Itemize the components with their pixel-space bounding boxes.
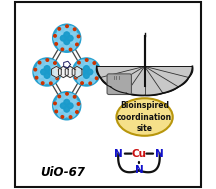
Circle shape	[87, 69, 93, 75]
Circle shape	[77, 103, 80, 105]
Circle shape	[61, 48, 64, 51]
Text: Bioinspired
coordination
site: Bioinspired coordination site	[117, 101, 172, 133]
Circle shape	[84, 60, 96, 71]
Text: N: N	[155, 149, 164, 159]
Circle shape	[56, 77, 59, 80]
Circle shape	[76, 43, 78, 46]
Circle shape	[75, 76, 77, 79]
Circle shape	[38, 73, 49, 84]
Polygon shape	[65, 66, 75, 78]
Circle shape	[76, 111, 78, 113]
Circle shape	[45, 60, 56, 71]
Circle shape	[55, 110, 57, 113]
Circle shape	[68, 33, 80, 44]
Text: Cu: Cu	[132, 149, 146, 159]
Circle shape	[60, 103, 66, 108]
Circle shape	[97, 69, 100, 71]
Circle shape	[64, 106, 70, 112]
Text: UiO-67: UiO-67	[41, 166, 85, 179]
FancyBboxPatch shape	[107, 74, 132, 94]
Circle shape	[55, 43, 57, 45]
Circle shape	[60, 35, 66, 41]
Circle shape	[73, 28, 76, 30]
Circle shape	[45, 73, 56, 84]
Circle shape	[53, 92, 81, 120]
Circle shape	[61, 116, 64, 118]
Circle shape	[58, 28, 60, 30]
Circle shape	[93, 62, 96, 64]
Circle shape	[57, 26, 69, 37]
Circle shape	[49, 66, 60, 78]
Circle shape	[44, 66, 50, 71]
Circle shape	[54, 102, 56, 105]
Circle shape	[50, 82, 52, 85]
Circle shape	[77, 73, 88, 84]
Circle shape	[64, 99, 70, 105]
Circle shape	[78, 61, 80, 64]
Circle shape	[65, 106, 76, 118]
Circle shape	[84, 73, 89, 78]
Text: N: N	[114, 149, 123, 159]
Circle shape	[65, 26, 76, 37]
Circle shape	[67, 103, 73, 108]
Circle shape	[84, 73, 96, 84]
Circle shape	[80, 69, 86, 75]
Text: N: N	[135, 166, 143, 175]
Circle shape	[33, 58, 61, 86]
Circle shape	[35, 76, 38, 79]
Circle shape	[73, 95, 76, 98]
Ellipse shape	[116, 98, 173, 136]
Circle shape	[53, 24, 81, 52]
Circle shape	[58, 95, 60, 98]
Circle shape	[95, 77, 98, 80]
Circle shape	[65, 94, 76, 105]
Circle shape	[86, 59, 88, 61]
Circle shape	[38, 61, 41, 64]
Circle shape	[38, 60, 49, 71]
Circle shape	[77, 60, 88, 71]
Circle shape	[65, 39, 76, 50]
Circle shape	[73, 68, 76, 71]
Circle shape	[69, 116, 72, 118]
Circle shape	[81, 82, 83, 84]
Circle shape	[34, 68, 37, 71]
Circle shape	[67, 35, 73, 41]
Polygon shape	[97, 66, 192, 95]
Circle shape	[64, 32, 70, 37]
Circle shape	[68, 100, 80, 111]
Circle shape	[89, 82, 92, 85]
Circle shape	[46, 59, 49, 61]
Circle shape	[54, 62, 56, 64]
Circle shape	[66, 93, 68, 95]
Circle shape	[73, 66, 85, 78]
Circle shape	[66, 25, 68, 28]
Polygon shape	[72, 66, 82, 78]
Circle shape	[77, 35, 80, 38]
Circle shape	[57, 94, 69, 105]
Circle shape	[54, 35, 56, 37]
Circle shape	[41, 69, 46, 75]
Circle shape	[57, 39, 69, 50]
Circle shape	[44, 73, 50, 78]
Circle shape	[88, 66, 99, 78]
Polygon shape	[52, 66, 61, 78]
Circle shape	[72, 58, 100, 86]
Circle shape	[84, 66, 89, 71]
Circle shape	[54, 100, 65, 111]
Circle shape	[69, 48, 72, 51]
Polygon shape	[59, 66, 68, 78]
Circle shape	[64, 39, 70, 45]
Circle shape	[57, 106, 69, 118]
Circle shape	[34, 66, 45, 78]
Circle shape	[41, 82, 44, 84]
Circle shape	[54, 33, 65, 44]
Circle shape	[58, 69, 60, 71]
Circle shape	[48, 69, 53, 75]
